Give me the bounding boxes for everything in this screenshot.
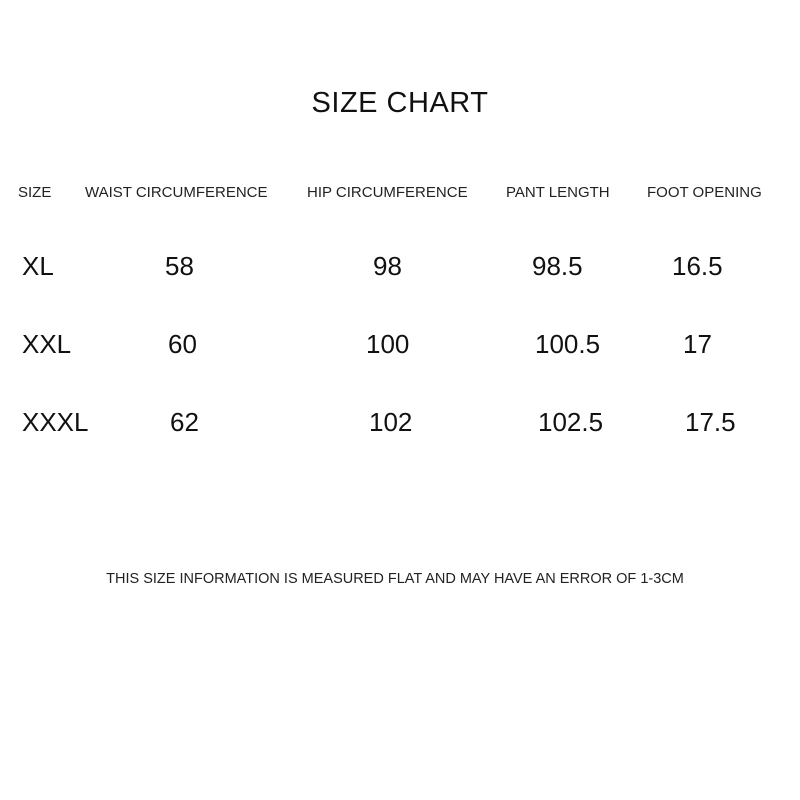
cell-size: XXXL — [22, 407, 89, 437]
cell-hip: 100 — [366, 329, 410, 359]
cell-pant-length: 102.5 — [538, 407, 604, 437]
header-waist: WAIST CIRCUMFERENCE — [85, 184, 268, 201]
cell-pant-length: 98.5 — [532, 251, 583, 281]
cell-foot-opening: 17.5 — [685, 407, 736, 437]
cell-hip: 102 — [369, 407, 413, 437]
header-foot-opening: FOOT OPENING — [647, 184, 762, 201]
cell-waist: 62 — [170, 407, 199, 437]
cell-hip: 98 — [373, 251, 402, 281]
header-hip: HIP CIRCUMFERENCE — [307, 184, 468, 201]
cell-foot-opening: 16.5 — [672, 251, 723, 281]
measurement-note: THIS SIZE INFORMATION IS MEASURED FLAT A… — [106, 571, 684, 587]
page-title: SIZE CHART — [311, 87, 489, 119]
header-pant-length: PANT LENGTH — [506, 184, 610, 201]
cell-waist: 58 — [165, 251, 194, 281]
cell-foot-opening: 17 — [683, 329, 712, 359]
cell-waist: 60 — [168, 329, 197, 359]
cell-pant-length: 100.5 — [535, 329, 601, 359]
cell-size: XXL — [22, 329, 72, 359]
header-size: SIZE — [18, 184, 52, 201]
cell-size: XL — [22, 251, 54, 281]
